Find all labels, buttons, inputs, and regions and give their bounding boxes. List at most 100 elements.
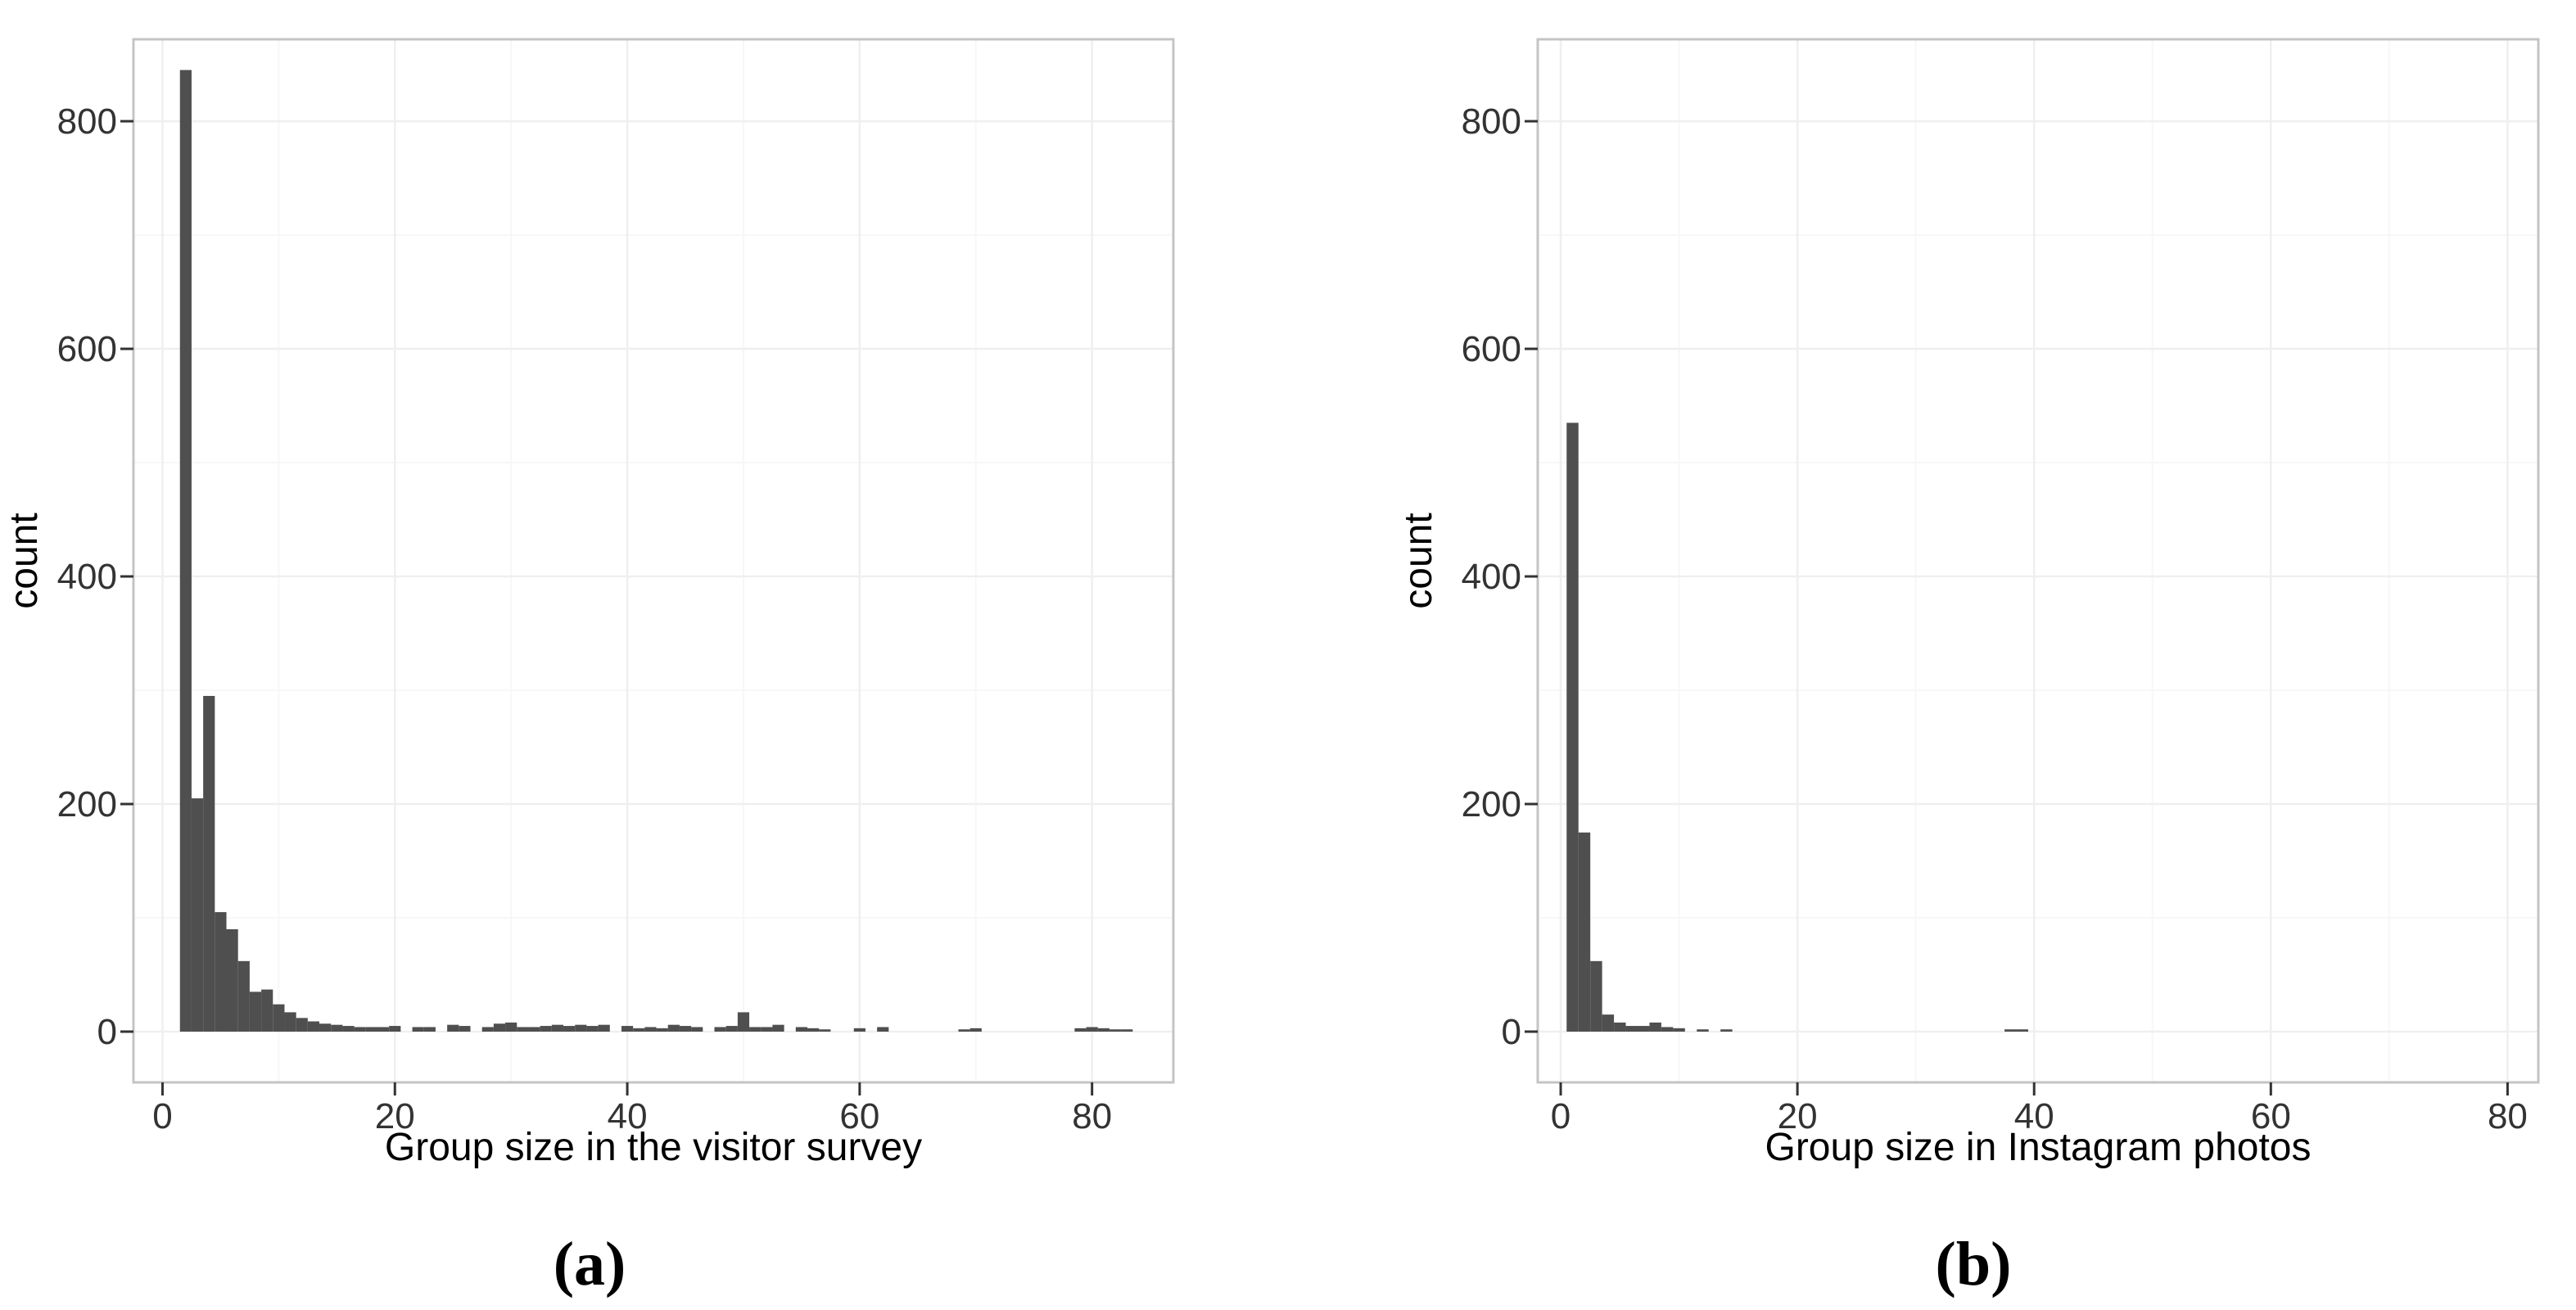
panel-border [132,38,1175,1084]
histogram-bar [493,1023,506,1032]
histogram-bar [679,1026,692,1032]
histogram-bars [179,70,1133,1032]
histogram-bar [191,798,204,1032]
histogram-bar [505,1022,517,1032]
histogram-bar [528,1027,540,1032]
histogram-bar [807,1028,820,1032]
histogram-bar [749,1027,762,1032]
caption-b: (b) [1935,1230,2012,1299]
histogram-bar [1097,1028,1109,1032]
x-tick-label: 80 [2488,1096,2528,1136]
axis-ticks [1525,120,2509,1095]
panel-background [1538,39,2538,1082]
y-tick-label: 400 [57,557,117,597]
histogram-bar [1086,1027,1098,1032]
histogram-bar [215,912,227,1032]
histogram-bar [296,1018,308,1032]
x-tick-label: 0 [152,1096,172,1136]
histogram-bar [772,1024,784,1032]
histogram-bar [1614,1022,1626,1032]
y-tick-label: 200 [1462,784,1521,824]
histogram-bar [551,1024,564,1032]
y-axis-title: count [1397,513,1440,608]
gridlines-minor [1538,39,2538,1082]
y-tick-label: 800 [1462,102,1521,142]
histogram-bar [795,1027,808,1032]
y-tick-label: 0 [1502,1012,1521,1052]
histogram-bar [853,1028,865,1032]
histogram-bar [1720,1029,1733,1032]
histogram-bar [1074,1028,1087,1032]
histogram-bar [819,1029,831,1032]
caption-a: (a) [553,1230,626,1299]
y-tick-label: 200 [57,784,117,824]
x-axis-title: Group size in Instagram photos [1765,1126,2311,1169]
histogram-bar [633,1028,645,1032]
y-tick-label: 600 [1462,329,1521,369]
x-tick-labels: 0 20 40 60 80 [1551,1096,2528,1136]
histogram-bar [575,1024,587,1032]
histogram-bar [365,1027,377,1032]
histogram-bar [226,928,238,1032]
x-tick-label: 0 [1551,1096,1570,1136]
histogram-bar [1602,1014,1615,1032]
histogram-bar [389,1026,401,1032]
histogram-bar [644,1027,657,1032]
histogram-bar [586,1026,599,1032]
histogram-bar [284,1012,296,1032]
histogram-bar [319,1023,332,1032]
histogram-bar [412,1027,424,1032]
histogram-bar [540,1026,552,1032]
histogram-bar [563,1026,576,1032]
histogram-bar [447,1024,459,1032]
histogram-bar [691,1027,703,1032]
y-tick-label: 0 [97,1012,117,1052]
histogram-bar [261,989,273,1032]
x-tick-label: 20 [1778,1096,1818,1136]
histogram-bar [1697,1029,1709,1032]
histogram-bar [1637,1026,1650,1032]
histogram-bar [1661,1027,1674,1032]
histogram-bar [354,1027,366,1032]
histogram-bar [1121,1029,1133,1032]
y-tick-label: 800 [57,102,117,142]
histogram-bar [1109,1029,1122,1032]
y-tick-label: 400 [1462,557,1521,597]
histogram-bar [459,1026,471,1032]
histogram-bar [2004,1029,2017,1032]
histogram-bar [2016,1029,2029,1032]
histogram-bar [203,695,215,1032]
x-tick-labels: 0 20 40 60 80 [152,1096,1112,1136]
x-axis-title: Group size in the visitor survey [385,1126,922,1169]
x-tick-label: 40 [608,1096,648,1136]
gridlines-minor [133,39,1173,1082]
histogram-bar [273,1004,285,1032]
histogram-bar [725,1026,738,1032]
histogram-bar [667,1024,680,1032]
histogram-bar [342,1026,355,1032]
axis-ticks [120,120,1094,1095]
histogram-bar [958,1029,970,1032]
histogram-bar [761,1027,773,1032]
histogram-bar [714,1027,726,1032]
y-axis-title: count [2,513,46,608]
histogram-bar [656,1028,668,1032]
histogram-bar [1649,1022,1661,1032]
y-tick-labels: 0 200 400 600 800 [1462,102,1521,1052]
y-tick-labels: 0 200 400 600 800 [57,102,117,1052]
gridlines-major [1538,39,2538,1082]
histogram-bar [621,1026,634,1032]
histogram-bar [1625,1026,1638,1032]
histogram-bar [307,1021,320,1032]
histogram-bar [331,1024,343,1032]
histogram-bar [249,992,262,1032]
histogram-bar [179,70,192,1032]
histogram-bar [1673,1028,1685,1032]
histogram-bar [877,1027,889,1032]
panel-background [133,39,1173,1082]
x-tick-label: 40 [2014,1096,2054,1136]
histogram-bar [969,1028,982,1032]
